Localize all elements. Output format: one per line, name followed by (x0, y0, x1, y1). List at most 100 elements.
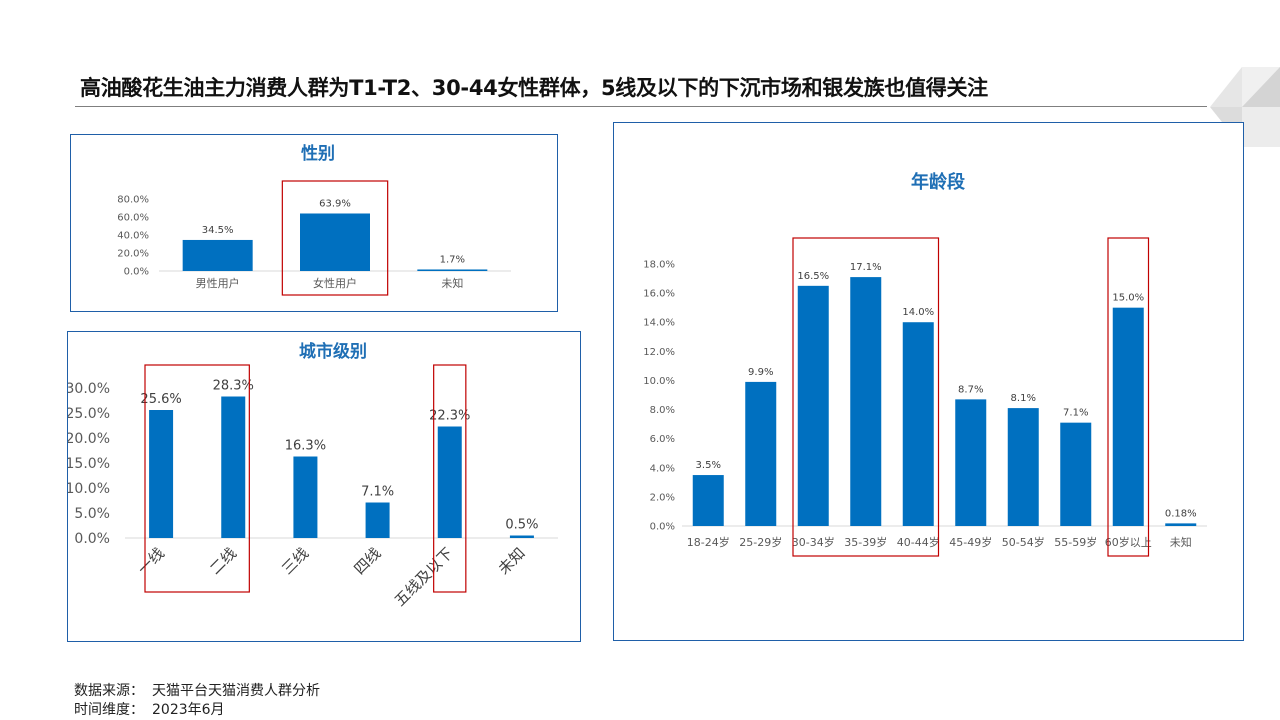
chart-title: 城市级别 (299, 341, 367, 362)
data-label: 16.5% (797, 271, 829, 282)
x-category-label: 40-44岁 (897, 535, 940, 549)
data-label: 8.1% (1011, 393, 1036, 404)
x-category-label: 50-54岁 (1002, 535, 1045, 549)
y-tick-label: 0.0% (124, 267, 149, 278)
highlight-box (1107, 237, 1150, 557)
data-label: 17.1% (850, 262, 882, 273)
data-label: 7.1% (1063, 408, 1088, 419)
bar (365, 502, 390, 538)
y-tick-label: 60.0% (117, 213, 149, 224)
y-tick-label: 14.0% (643, 318, 675, 329)
data-label: 15.0% (1112, 293, 1144, 304)
x-category-label: 四线 (350, 544, 384, 578)
data-label: 9.9% (748, 367, 773, 378)
data-label: 34.5% (202, 225, 234, 236)
data-label: 63.9% (319, 198, 351, 209)
y-tick-label: 8.0% (650, 405, 675, 416)
bar (221, 396, 246, 538)
y-tick-label: 80.0% (117, 195, 149, 206)
bar (692, 475, 724, 526)
bar (293, 456, 318, 538)
y-tick-label: 25.0% (68, 406, 110, 422)
x-category-label: 未知 (1170, 535, 1192, 549)
bar (182, 239, 253, 271)
x-category-label: 二线 (206, 544, 240, 578)
source-label: 数据来源： (74, 683, 144, 699)
x-category-label: 30-34岁 (792, 535, 835, 549)
x-category-label: 五线及以下 (391, 544, 457, 610)
gender-chart-panel: 性别 0.0% 20.0% 40.0% 60.0% 80.0% 34.5% 男性用户 63.9%… (70, 134, 558, 312)
bar (955, 399, 987, 526)
x-category-label: 45-49岁 (949, 535, 992, 549)
bar (902, 322, 934, 526)
footer-time: 时间维度： 2023年6月 (74, 699, 233, 719)
source-value: 天猫平台天猫消费人群分析 (152, 683, 320, 699)
y-tick-label: 4.0% (650, 463, 675, 474)
highlight-box (433, 364, 467, 593)
bar (1007, 408, 1039, 526)
y-tick-label: 12.0% (643, 347, 675, 358)
y-tick-label: 30.0% (68, 381, 110, 397)
x-category-label: 未知 (495, 544, 529, 578)
data-label: 14.0% (902, 307, 934, 318)
gender-bar-chart: 性别 0.0% 20.0% 40.0% 60.0% 80.0% 34.5% 男性用户 63.9%… (117, 143, 511, 296)
age-bar-chart: 年龄段 0.0% 2.0% 4.0% 6.0% 8.0% 10.0% 12.0% 14.0% 16… (643, 171, 1207, 557)
bar (1060, 422, 1092, 526)
bar (1112, 307, 1144, 526)
highlight-box (281, 180, 389, 296)
x-category-label: 未知 (441, 276, 463, 290)
bar (850, 277, 882, 526)
y-tick-label: 2.0% (650, 492, 675, 503)
bar (797, 285, 829, 526)
x-category-label: 18-24岁 (687, 535, 730, 549)
bar (1165, 523, 1197, 526)
y-tick-label: 15.0% (68, 456, 110, 472)
chart-title: 性别 (301, 143, 335, 164)
age-chart-panel: 年龄段 0.0% 2.0% 4.0% 6.0% 8.0% 10.0% 12.0% 14.0% 16… (613, 122, 1244, 641)
y-tick-label: 10.0% (68, 481, 110, 497)
bar (300, 213, 370, 271)
highlight-box (144, 364, 250, 593)
data-label: 28.3% (213, 379, 254, 394)
x-category-label: 25-29岁 (739, 535, 782, 549)
y-tick-label: 5.0% (74, 506, 110, 522)
y-tick-label: 6.0% (650, 434, 675, 445)
title-divider (75, 106, 1207, 107)
bar (149, 410, 174, 538)
time-value: 2023年6月 (152, 702, 225, 718)
city-level-chart-panel: 城市级别 0.0% 5.0% 10.0% 15.0% 20.0% 25.0% 30.0% 25.… (67, 331, 581, 642)
y-tick-label: 20.0% (68, 431, 110, 447)
y-tick-label: 10.0% (643, 376, 675, 387)
bar (417, 269, 488, 271)
y-tick-label: 0.0% (650, 522, 675, 533)
x-category-label: 男性用户 (196, 276, 240, 290)
y-tick-label: 20.0% (117, 249, 149, 260)
data-label: 22.3% (429, 409, 470, 424)
data-label: 0.5% (505, 518, 538, 533)
chart-title: 年龄段 (911, 171, 966, 193)
x-category-label: 55-59岁 (1054, 535, 1097, 549)
page-title: 高油酸花生油主力消费人群为T1-T2、30-44女性群体，5线及以下的下沉市场和… (80, 76, 988, 100)
city-level-bar-chart: 城市级别 0.0% 5.0% 10.0% 15.0% 20.0% 25.0% 30.0% 25.… (68, 341, 558, 610)
data-label: 8.7% (958, 384, 983, 395)
data-label: 1.7% (440, 254, 465, 265)
x-category-label: 三线 (278, 544, 312, 578)
data-label: 16.3% (285, 439, 326, 454)
y-tick-label: 0.0% (74, 531, 110, 547)
x-category-label: 35-39岁 (844, 535, 887, 549)
time-label: 时间维度： (74, 702, 144, 718)
bar (437, 426, 462, 538)
y-tick-label: 16.0% (643, 289, 675, 300)
bar (745, 381, 777, 526)
x-category-label: 女性用户 (313, 276, 357, 290)
y-tick-label: 40.0% (117, 231, 149, 242)
data-label: 7.1% (361, 485, 394, 500)
highlight-box (792, 237, 940, 557)
footer-source: 数据来源： 天猫平台天猫消费人群分析 (74, 680, 328, 700)
x-category-label: 60岁以上 (1105, 535, 1152, 549)
bar (509, 535, 534, 538)
x-category-label: 一线 (134, 544, 168, 578)
data-label: 0.18% (1165, 508, 1197, 519)
data-label: 3.5% (696, 460, 721, 471)
y-tick-label: 18.0% (643, 260, 675, 271)
